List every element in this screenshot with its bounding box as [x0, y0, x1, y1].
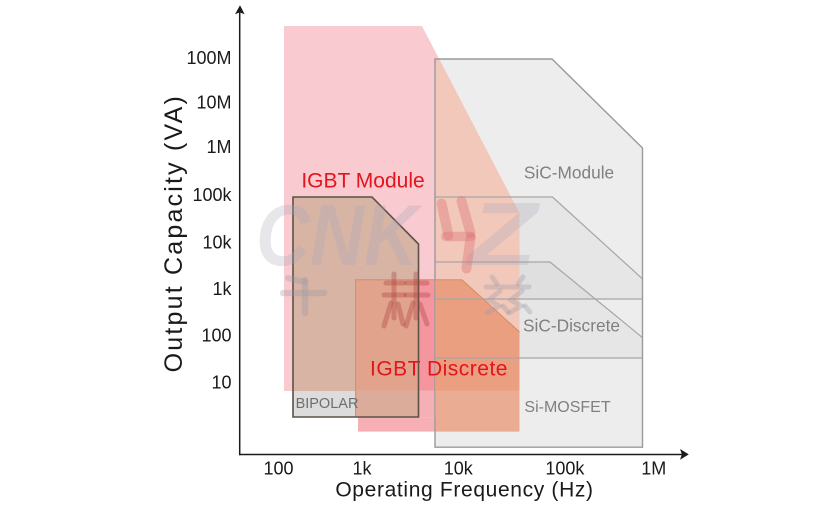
- svg-text:1M: 1M: [641, 459, 666, 479]
- svg-text:100: 100: [201, 325, 231, 345]
- svg-text:100k: 100k: [192, 185, 232, 205]
- svg-text:100: 100: [263, 459, 293, 479]
- svg-text:10: 10: [211, 372, 231, 392]
- svg-text:10k: 10k: [444, 459, 474, 479]
- svg-text:1k: 1k: [212, 279, 232, 299]
- svg-text:100M: 100M: [186, 48, 231, 68]
- svg-text:IGBT Module: IGBT Module: [301, 170, 424, 193]
- svg-text:IGBT Discrete: IGBT Discrete: [370, 358, 508, 381]
- svg-text:Output Capacity (VA): Output Capacity (VA): [160, 94, 188, 372]
- svg-text:10k: 10k: [202, 232, 232, 252]
- svg-text:SiC-Module: SiC-Module: [524, 163, 614, 183]
- svg-text:1M: 1M: [206, 137, 231, 157]
- svg-text:BIPOLAR: BIPOLAR: [296, 396, 359, 412]
- svg-text:CNK: CNK: [256, 188, 423, 284]
- svg-text:Si-MOSFET: Si-MOSFET: [524, 399, 610, 416]
- svg-text:Operating Frequency (Hz): Operating Frequency (Hz): [335, 479, 593, 502]
- svg-text:1k: 1k: [352, 459, 372, 479]
- svg-text:10M: 10M: [196, 92, 231, 112]
- svg-text:100k: 100k: [545, 459, 585, 479]
- svg-text:Z: Z: [465, 184, 541, 285]
- svg-text:SiC-Discrete: SiC-Discrete: [523, 316, 620, 336]
